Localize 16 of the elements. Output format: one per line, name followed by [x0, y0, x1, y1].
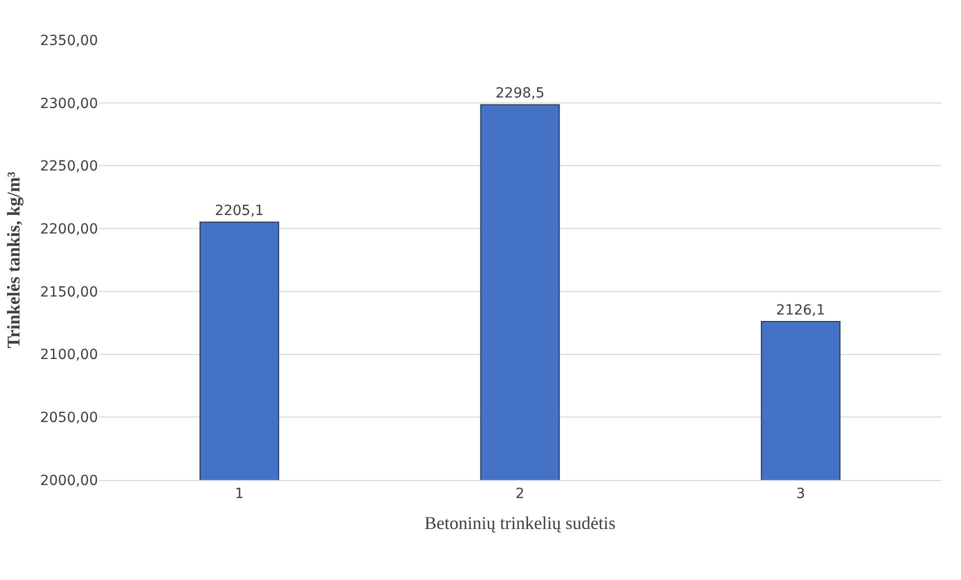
data-label: 2298,5 — [496, 86, 544, 102]
y-tick-label: 2200,00 — [40, 221, 98, 238]
x-axis-title: Betoninių trinkelių sudėtis — [424, 512, 616, 533]
y-tick-label: 2250,00 — [40, 158, 98, 175]
x-tick-label: 1 — [234, 486, 244, 502]
x-tick-label: 3 — [796, 486, 806, 502]
y-tick-label: 2000,00 — [40, 472, 98, 489]
y-tick-label: 2150,00 — [40, 284, 98, 300]
y-tick-label: 2100,00 — [40, 347, 98, 364]
y-tick-label: 2050,00 — [40, 410, 98, 426]
y-axis-title: Trinkelės tankis, kg/m³ — [3, 171, 24, 348]
y-tick-label: 2300,00 — [40, 96, 98, 112]
data-label: 2205,1 — [214, 203, 264, 220]
data-label: 2126,1 — [776, 302, 826, 318]
x-tick-label: 2 — [516, 486, 524, 502]
y-tick-label: 2350,00 — [40, 32, 98, 49]
